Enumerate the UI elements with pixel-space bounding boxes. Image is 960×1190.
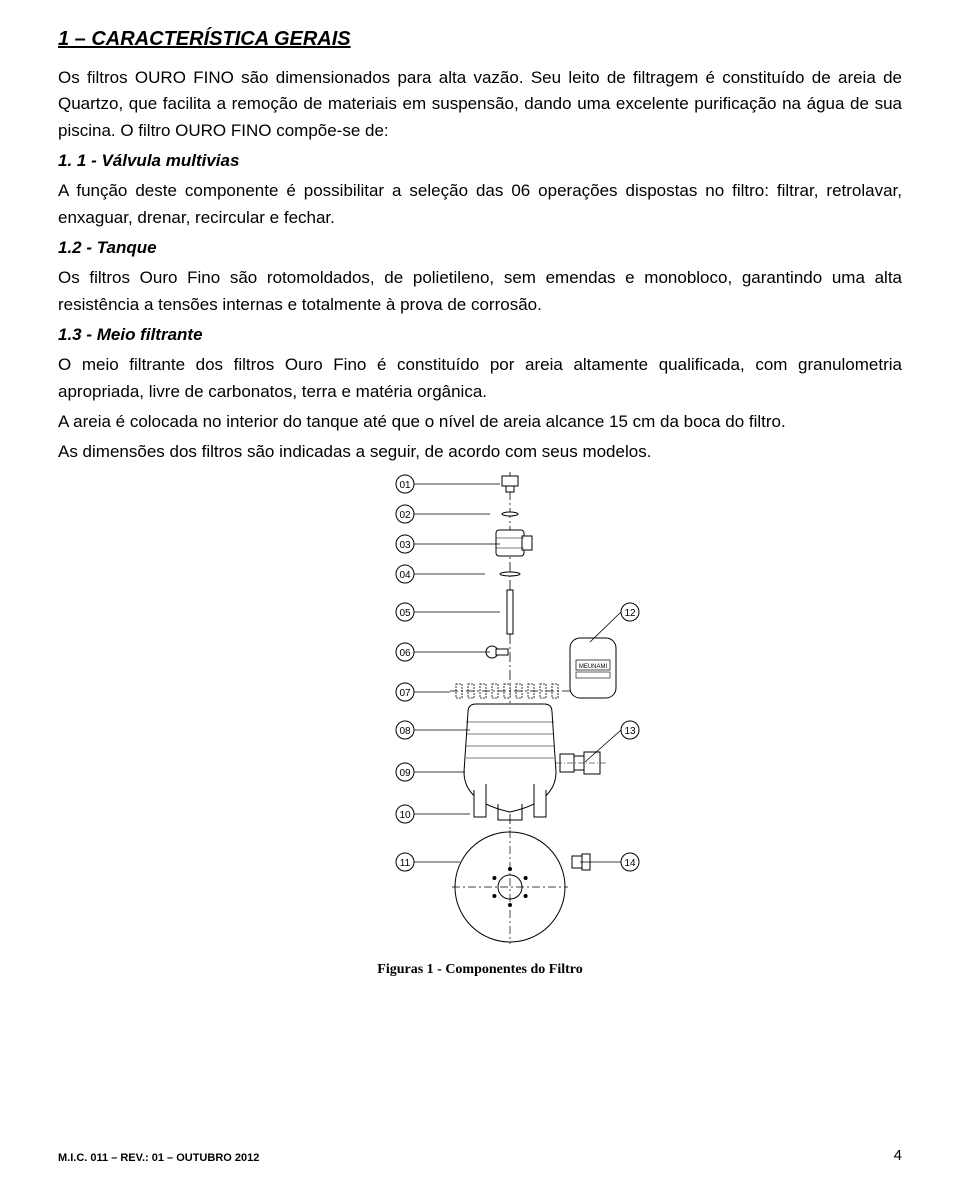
sub2-title: 1.2 - Tanque	[58, 238, 157, 257]
filter-diagram: MEUNAMI 01 02 03 04 05 06 07 08 09 10 11 12 13 14	[260, 472, 700, 952]
svg-text:04: 04	[399, 570, 411, 581]
subsection-3: 1.3 - Meio filtrante	[58, 322, 902, 348]
figure-container: MEUNAMI 01 02 03 04 05 06 07 08 09 10 11 12 13 14 Figu…	[58, 472, 902, 978]
svg-text:14: 14	[624, 858, 636, 869]
svg-text:03: 03	[399, 540, 411, 551]
svg-text:MEUNAMI: MEUNAMI	[579, 664, 608, 670]
svg-text:09: 09	[399, 768, 411, 779]
svg-text:01: 01	[399, 480, 411, 491]
sub1-title: 1. 1 - Válvula multivias	[58, 151, 239, 170]
sub3-body3: As dimensões dos filtros são indicadas a…	[58, 439, 902, 465]
sub3-title: 1.3 - Meio filtrante	[58, 325, 203, 344]
figure-caption: Figuras 1 - Componentes do Filtro	[377, 962, 582, 978]
page-number: 4	[894, 1147, 902, 1164]
svg-text:05: 05	[399, 608, 411, 619]
sub3-body1: O meio filtrante dos filtros Ouro Fino é…	[58, 352, 902, 405]
svg-text:07: 07	[399, 688, 411, 699]
svg-text:12: 12	[624, 608, 636, 619]
svg-text:06: 06	[399, 648, 411, 659]
svg-text:10: 10	[399, 810, 411, 821]
subsection-2: 1.2 - Tanque	[58, 235, 902, 261]
sub3-body2: A areia é colocada no interior do tanque…	[58, 409, 902, 435]
svg-text:11: 11	[400, 858, 411, 869]
svg-text:13: 13	[624, 726, 636, 737]
page-footer: M.I.C. 011 – REV.: 01 – OUTUBRO 2012 4	[58, 1147, 902, 1164]
svg-text:08: 08	[399, 726, 411, 737]
sub2-body: Os filtros Ouro Fino são rotomoldados, d…	[58, 265, 902, 318]
svg-text:02: 02	[399, 510, 411, 521]
intro-paragraph: Os filtros OURO FINO são dimensionados p…	[58, 65, 902, 144]
subsection-1: 1. 1 - Válvula multivias	[58, 148, 902, 174]
sub1-body: A função deste componente é possibilitar…	[58, 178, 902, 231]
footer-doc-id: M.I.C. 011 – REV.: 01 – OUTUBRO 2012	[58, 1152, 259, 1164]
section-heading: 1 – CARACTERÍSTICA GERAIS	[58, 28, 902, 51]
